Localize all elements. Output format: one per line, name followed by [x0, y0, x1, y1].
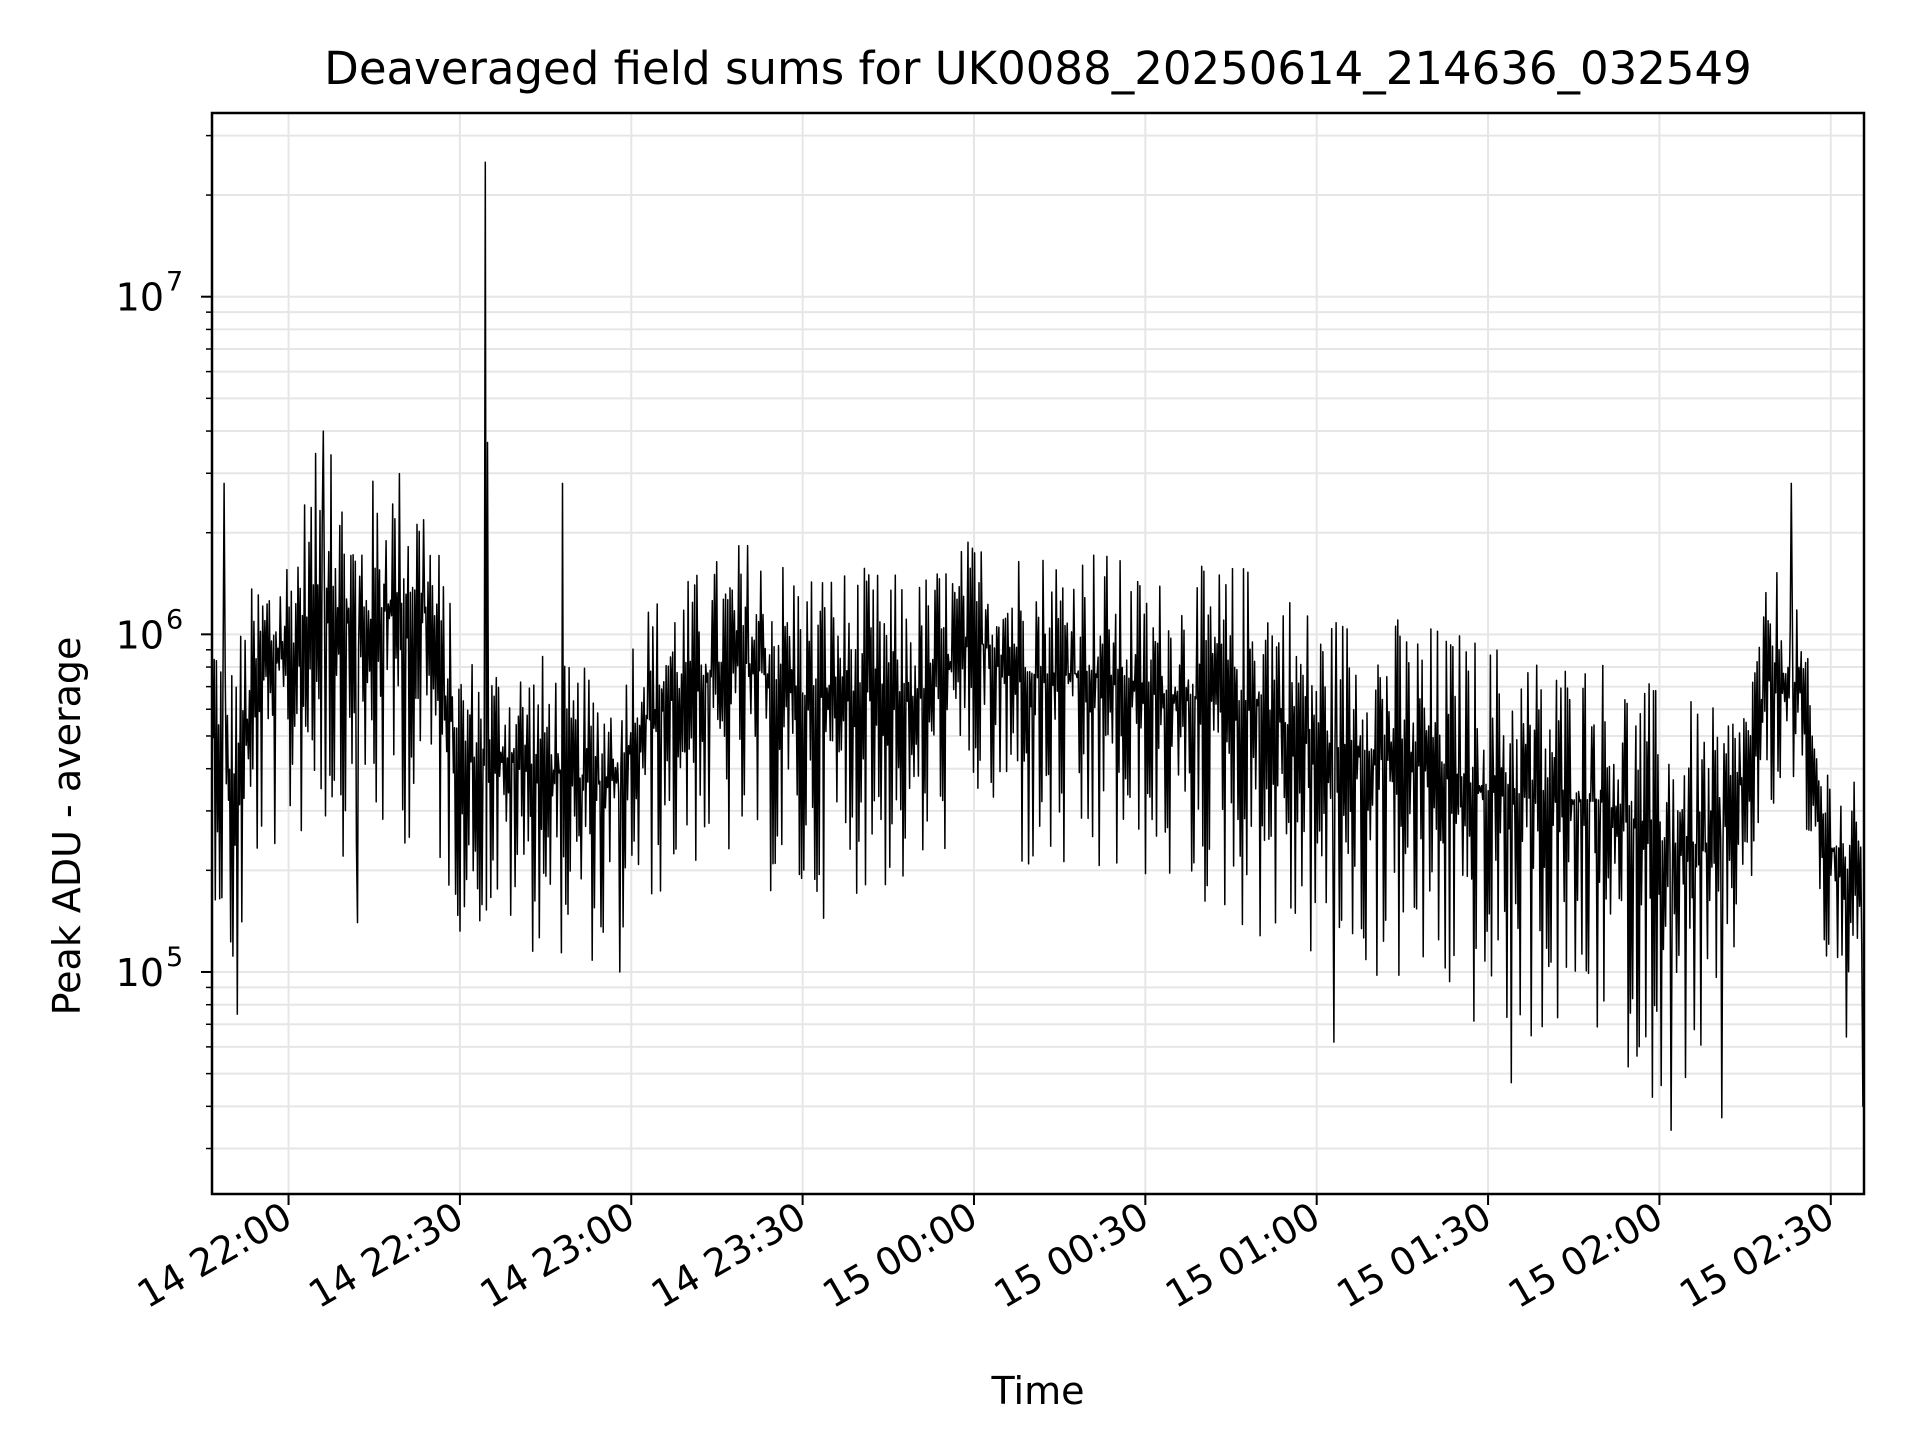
chart-title: Deaveraged field sums for UK0088_2025061…	[324, 42, 1752, 95]
y-tick-exponent: 5	[166, 942, 183, 973]
plot-frame	[210, 111, 1866, 1196]
y-axis-label: Peak ADU - average	[45, 637, 89, 1016]
series-line	[211, 161, 1865, 1131]
y-tick-exponent: 6	[166, 604, 183, 635]
y-tick-label: 10	[116, 951, 164, 995]
y-tick-exponent: 7	[166, 267, 183, 298]
data-series	[211, 161, 1865, 1131]
y-tick-label: 10	[116, 613, 164, 657]
x-axis-label: Time	[991, 1369, 1085, 1413]
y-tick-label: 10	[116, 276, 164, 320]
